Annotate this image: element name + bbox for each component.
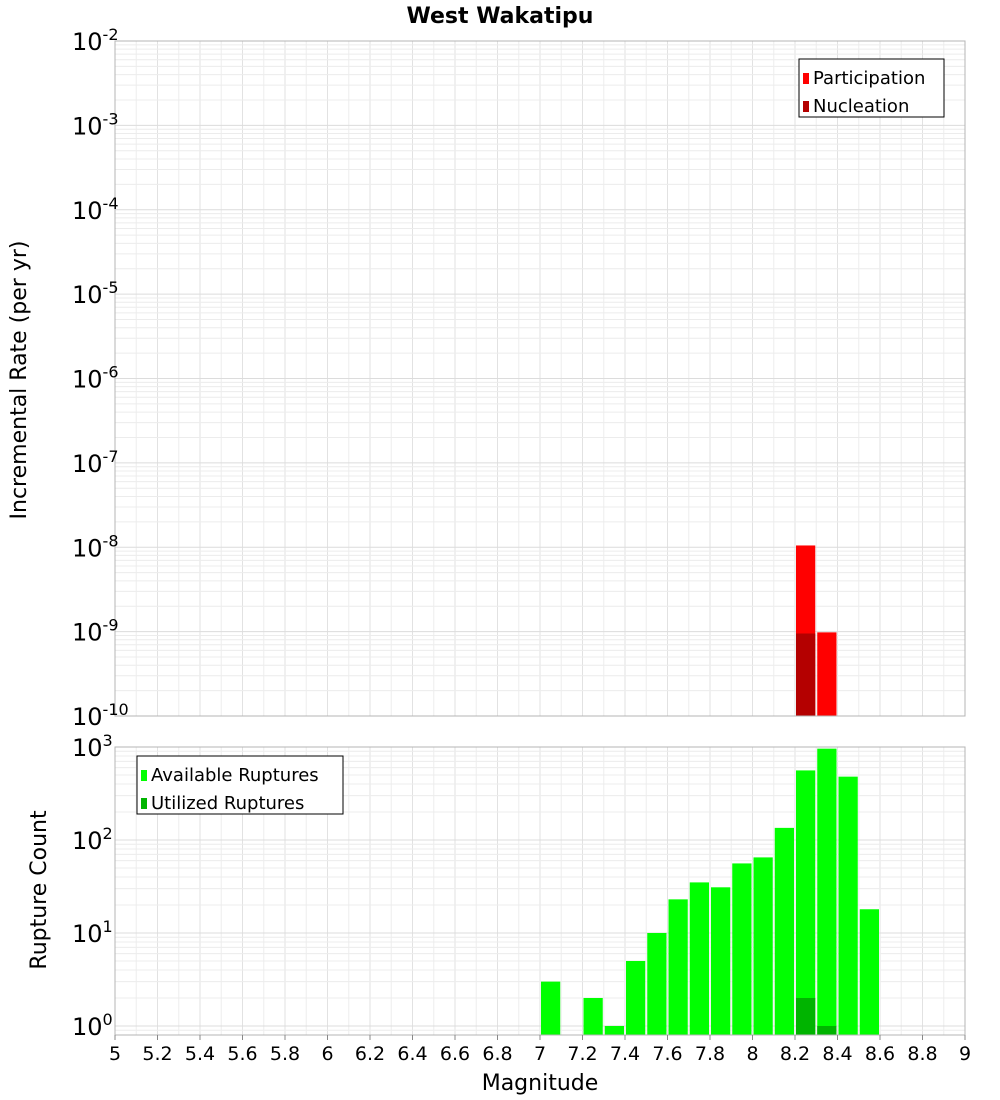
bottom-bar-available-ruptures [859, 909, 879, 1035]
x-tick-label: 8 [746, 1043, 758, 1065]
top-legend-swatch [803, 101, 809, 112]
bottom-bar-available-ruptures [732, 863, 752, 1035]
bottom-legend-swatch [141, 798, 147, 809]
x-tick-label: 7.4 [610, 1043, 640, 1065]
bottom-bar-available-ruptures [838, 776, 858, 1035]
x-tick-label: 8.4 [822, 1043, 852, 1065]
bottom-bar-available-ruptures [796, 770, 816, 1035]
x-tick-label: 7.8 [695, 1043, 725, 1065]
top-y-tick-label: 10-9 [72, 616, 119, 647]
bottom-y-tick-label: 103 [72, 731, 113, 762]
bottom-bar-utilized-ruptures [796, 997, 816, 1035]
top-y-tick-label: 10-10 [72, 700, 129, 731]
x-tick-label: 9 [959, 1043, 971, 1065]
top-legend-swatch [803, 73, 809, 84]
x-tick-label: 8.2 [780, 1043, 810, 1065]
bottom-bar-available-ruptures [774, 827, 794, 1035]
bottom-y-tick-label: 102 [72, 824, 113, 855]
bottom-y-tick-label: 101 [72, 917, 113, 948]
bottom-legend-swatch [141, 770, 147, 781]
x-tick-label: 8.6 [865, 1043, 895, 1065]
x-tick-label: 5.2 [142, 1043, 172, 1065]
x-tick-label: 5.8 [270, 1043, 300, 1065]
x-tick-label: 5.4 [185, 1043, 215, 1065]
chart-title: West Wakatipu [407, 4, 594, 29]
bottom-bar-available-ruptures [626, 960, 646, 1035]
bottom-y-axis-label: Rupture Count [27, 810, 52, 970]
bottom-legend: Available Ruptures Utilized Ruptures [136, 755, 344, 815]
top-y-tick-label: 10-8 [72, 531, 119, 562]
x-tick-label: 6.4 [397, 1043, 427, 1065]
x-tick-label: 6.2 [355, 1043, 385, 1065]
x-tick-label: 8.8 [907, 1043, 937, 1065]
top-bar-participation [817, 632, 837, 716]
top-bar-nucleation [796, 633, 816, 716]
x-tick-label: 7.6 [652, 1043, 682, 1065]
bottom-bar-available-ruptures [541, 981, 561, 1035]
top-y-tick-label: 10-5 [72, 278, 119, 309]
bottom-bar-available-ruptures [647, 932, 667, 1035]
bottom-bar-available-ruptures [711, 887, 731, 1035]
top-plot-border [114, 40, 966, 717]
x-tick-label: 6 [321, 1043, 333, 1065]
x-tick-label: 6.6 [440, 1043, 470, 1065]
bottom-bar-available-ruptures [753, 857, 773, 1035]
top-y-tick-label: 10-6 [72, 363, 119, 394]
top-y-axis-label: Incremental Rate (per yr) [7, 241, 32, 520]
bottom-bar-available-ruptures [817, 748, 837, 1035]
top-panel: 10-2 10-3 10-4 10-5 10-6 10-7 10-8 10-9 10-10 [72, 25, 966, 731]
top-legend: Participation Nucleation [798, 58, 945, 118]
x-tick-label: 5 [109, 1043, 121, 1065]
x-tick-label: 5.6 [227, 1043, 257, 1065]
bottom-bar-available-ruptures [668, 899, 688, 1035]
top-y-tick-label: 10-4 [72, 194, 119, 225]
bottom-legend-label: Utilized Ruptures [151, 793, 304, 814]
bottom-y-tick-label: 100 [72, 1010, 113, 1041]
x-tick-label: 7.2 [567, 1043, 597, 1065]
x-axis-label: Magnitude [482, 1071, 599, 1096]
top-y-tick-label: 10-3 [72, 109, 119, 140]
top-legend-box [798, 58, 945, 118]
top-y-tick-label: 10-7 [72, 447, 119, 478]
top-legend-label: Participation [813, 68, 925, 89]
bottom-legend-box [136, 755, 344, 815]
top-y-tick-label: 10-2 [72, 25, 119, 56]
x-tick-label: 6.8 [482, 1043, 512, 1065]
bottom-bar-utilized-ruptures [817, 1025, 837, 1035]
bottom-bar-available-ruptures [583, 997, 603, 1035]
top-legend-label: Nucleation [813, 96, 909, 117]
bottom-bar-available-ruptures [604, 1025, 624, 1035]
bottom-legend-label: Available Ruptures [151, 765, 319, 786]
x-tick-label: 7 [534, 1043, 546, 1065]
bottom-bar-available-ruptures [689, 882, 709, 1035]
